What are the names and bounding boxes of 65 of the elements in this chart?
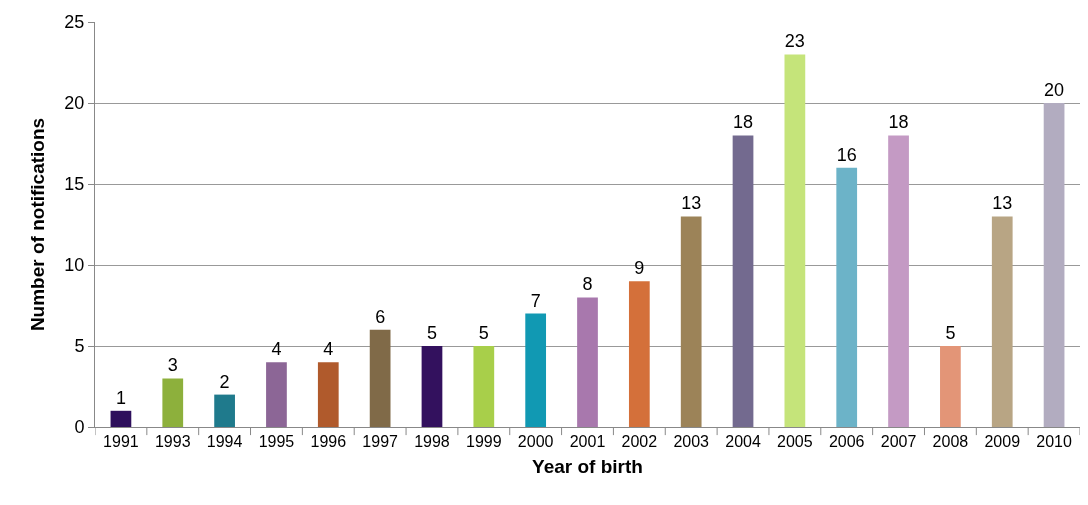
x-tick-label: 1998 xyxy=(414,433,450,451)
x-tick-label: 2004 xyxy=(725,433,761,451)
x-tick-label: 2002 xyxy=(621,433,658,451)
data-label: 2 xyxy=(219,371,230,392)
x-tick-label: 1995 xyxy=(258,433,295,451)
data-label: 20 xyxy=(1044,80,1065,100)
bar xyxy=(940,346,961,427)
bar xyxy=(525,313,547,427)
bar xyxy=(991,216,1013,427)
x-tick-label: 1994 xyxy=(206,433,243,451)
bar xyxy=(473,346,495,427)
x-tick-label: 1991 xyxy=(103,433,139,451)
bar xyxy=(110,410,132,427)
y-tick-label: 15 xyxy=(64,174,85,195)
data-label: 13 xyxy=(992,193,1013,214)
x-tick-label: 2005 xyxy=(777,433,813,451)
x-tick-label: 2001 xyxy=(569,433,606,451)
y-axis-title: Number of notifications xyxy=(27,117,49,332)
x-tick-label: 2009 xyxy=(984,433,1021,451)
x-tick-label: 1996 xyxy=(310,433,347,451)
bar xyxy=(266,362,287,427)
bar xyxy=(317,362,339,427)
data-label: 9 xyxy=(634,258,645,279)
data-label: 5 xyxy=(945,323,956,343)
y-tick-label: 20 xyxy=(64,93,85,114)
bar xyxy=(680,216,702,427)
x-tick-label: 2000 xyxy=(517,433,554,451)
bar xyxy=(1043,103,1065,427)
data-label: 23 xyxy=(784,31,805,52)
data-label: 6 xyxy=(375,306,386,327)
x-tick-label: 1993 xyxy=(154,433,191,451)
bar xyxy=(162,378,184,427)
y-tick-label: 10 xyxy=(64,255,85,276)
bar xyxy=(888,135,909,427)
bar xyxy=(628,281,650,427)
bar xyxy=(369,329,391,427)
x-tick-label: 2010 xyxy=(1036,433,1072,451)
bar xyxy=(732,135,754,427)
bar xyxy=(836,167,858,427)
data-label: 18 xyxy=(733,112,754,133)
y-tick-label: 0 xyxy=(74,417,85,438)
bar xyxy=(214,394,235,427)
data-label: 8 xyxy=(582,274,593,295)
x-tick-label: 2007 xyxy=(880,433,917,451)
data-label: 4 xyxy=(271,339,282,360)
x-tick-label: 1999 xyxy=(466,433,502,451)
data-label: 18 xyxy=(888,112,909,133)
data-label: 5 xyxy=(478,323,489,343)
x-axis-title: Year of birth xyxy=(532,456,643,477)
data-label: 5 xyxy=(426,323,437,343)
x-tick-label: 2006 xyxy=(828,433,865,451)
bar xyxy=(421,346,443,427)
data-label: 7 xyxy=(530,290,541,311)
data-label: 1 xyxy=(115,387,126,408)
data-label: 3 xyxy=(167,355,178,376)
data-label: 13 xyxy=(681,193,702,214)
bar xyxy=(577,297,598,427)
x-tick-label: 2008 xyxy=(932,433,969,451)
x-tick-label: 1997 xyxy=(362,433,399,451)
bar xyxy=(784,54,806,427)
y-tick-label: 5 xyxy=(74,336,85,357)
data-label: 16 xyxy=(836,144,857,165)
x-tick-label: 2003 xyxy=(673,433,710,451)
data-label: 4 xyxy=(323,339,334,360)
y-tick-label: 25 xyxy=(64,12,85,33)
